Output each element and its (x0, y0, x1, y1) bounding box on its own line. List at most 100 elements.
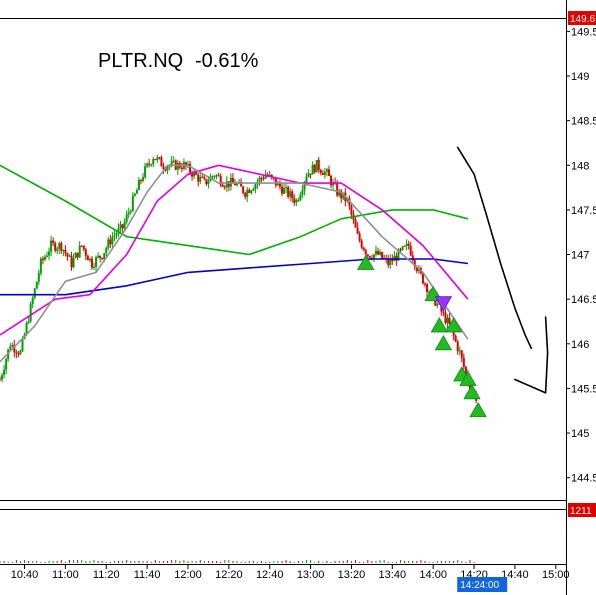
volume-bar (330, 562, 332, 563)
candle-body (162, 166, 165, 170)
volume-bar (0, 561, 1, 563)
candle-body (280, 186, 283, 194)
candle-body (362, 247, 365, 251)
candle-body (442, 311, 445, 313)
volume-bar (359, 562, 361, 563)
candle-body (176, 162, 179, 170)
candle-body (276, 182, 279, 186)
volume-bar (334, 561, 336, 563)
volume-bar (113, 561, 115, 563)
candle-body (160, 157, 163, 167)
candle-body (39, 258, 42, 274)
candle-body (52, 240, 55, 243)
buy-signal-marker (444, 317, 463, 333)
candle-body (56, 248, 59, 251)
volume-bar (138, 561, 140, 563)
candle-body (215, 175, 218, 177)
buy-signal-marker (463, 384, 481, 400)
candle-body (264, 174, 267, 179)
volume-bar (383, 560, 385, 563)
volume-bar (126, 560, 128, 563)
volume-bar (195, 561, 197, 563)
candle-body (444, 312, 447, 324)
volume-bar (199, 560, 201, 563)
volume-bar (224, 560, 226, 563)
candle-body (411, 255, 414, 261)
volume-bar (261, 561, 263, 563)
candle-body (137, 179, 140, 190)
volume-bar (314, 562, 316, 563)
candle-body (60, 243, 63, 251)
candle-body (105, 248, 108, 254)
volume-bar (93, 560, 95, 563)
candle-body (58, 243, 61, 249)
volume-bar (420, 560, 422, 563)
candle-body (309, 173, 312, 175)
volume-bar (273, 561, 275, 563)
candle-body (1, 375, 4, 380)
volume-bar (150, 562, 152, 563)
candle-body (246, 189, 249, 197)
candle-body (287, 187, 290, 197)
candle-body (101, 257, 104, 260)
volume-bar (203, 561, 205, 563)
volume-bar (158, 561, 160, 563)
y-tick-label: 146.5 (571, 294, 596, 306)
volume-bar (375, 561, 377, 563)
volume-bars (0, 560, 475, 563)
candle-body (291, 191, 294, 199)
candle-body (368, 256, 371, 258)
x-tick-label: 13:40 (379, 569, 407, 581)
volume-bar (465, 562, 467, 563)
volume-bar (3, 561, 5, 563)
volume-bar (289, 561, 291, 563)
volume-bar (212, 561, 214, 563)
volume-bar (449, 561, 451, 563)
candle-body (142, 177, 145, 181)
candle-body (127, 212, 130, 215)
volume-bar (367, 560, 369, 563)
volume-bar (85, 561, 87, 563)
volume-bar (122, 561, 124, 563)
volume-bar (36, 561, 38, 563)
candle-body (90, 258, 93, 268)
volume-bar (342, 561, 344, 563)
candle-body (356, 227, 359, 234)
moving-average-line (0, 164, 469, 256)
volume-bar (154, 560, 156, 563)
candle-body (323, 171, 326, 175)
x-tick-label: 12:00 (174, 569, 202, 581)
svg-text:149.6: 149.6 (570, 14, 595, 25)
candle-body (268, 174, 271, 177)
x-tick-label: 11:40 (134, 569, 161, 581)
candle-body (240, 181, 243, 187)
candle-body (458, 350, 461, 352)
candle-body (150, 164, 153, 166)
candle-body (109, 239, 112, 245)
candle-body (372, 254, 375, 259)
y-tick-label: 145.5 (571, 383, 596, 395)
y-tick-label: 149 (571, 71, 589, 83)
buy-signal-marker (357, 254, 375, 270)
candle-body (45, 255, 48, 257)
volume-bar (338, 561, 340, 563)
candle-body (139, 179, 142, 181)
candle-body (295, 200, 298, 203)
candle-body (11, 344, 14, 347)
volume-bar (240, 562, 242, 563)
candle-body (274, 178, 277, 186)
candle-body (307, 173, 310, 177)
volume-bar (89, 561, 91, 563)
candle-body (189, 163, 192, 173)
candle-body (387, 258, 390, 266)
candle-body (15, 352, 18, 354)
x-tick-label: 12:20 (215, 569, 243, 581)
volume-bar (248, 561, 250, 563)
volume-bar (40, 562, 42, 563)
volume-badge: 1211 (568, 503, 596, 517)
volume-bar (371, 561, 373, 563)
candle-body (317, 159, 320, 170)
y-tick-label: 147 (571, 250, 589, 262)
volume-bar (428, 562, 430, 563)
